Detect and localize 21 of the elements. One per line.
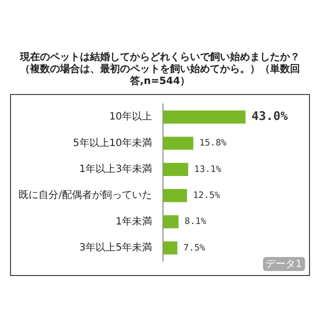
bar	[163, 110, 246, 124]
data-label: 13.1%	[194, 164, 222, 175]
y-tick-label: 10年以上	[109, 110, 152, 123]
y-tick-label: 1年以上3年未満	[79, 163, 152, 176]
chart-subtitle: （複数の場合は、最初のペットを飼い始めてから。）（単数回答,n=544）	[19, 64, 301, 88]
chart-title: 現在のペットは結婚してからどれくらいで飼い始めましたか？	[18, 52, 301, 63]
bar	[163, 241, 178, 254]
bar	[163, 189, 187, 202]
text: データ1	[262, 257, 305, 271]
data-label: 43.0%	[252, 109, 288, 124]
bar	[163, 136, 194, 150]
y-tick-label: 3年以上5年未満	[79, 242, 152, 254]
y-tick-label: 1年未満	[116, 215, 152, 228]
data-label: 12.5%	[193, 190, 221, 201]
data-label: 7.5%	[183, 243, 206, 254]
data-label: 8.1%	[184, 217, 207, 228]
data-label: 15.8%	[199, 138, 228, 149]
y-tick-label: 既に自分/配偶者が飼っていた	[18, 189, 152, 202]
y-tick-label: 5年以上10年未満	[72, 136, 152, 149]
bar	[163, 215, 179, 228]
bar	[163, 162, 188, 176]
